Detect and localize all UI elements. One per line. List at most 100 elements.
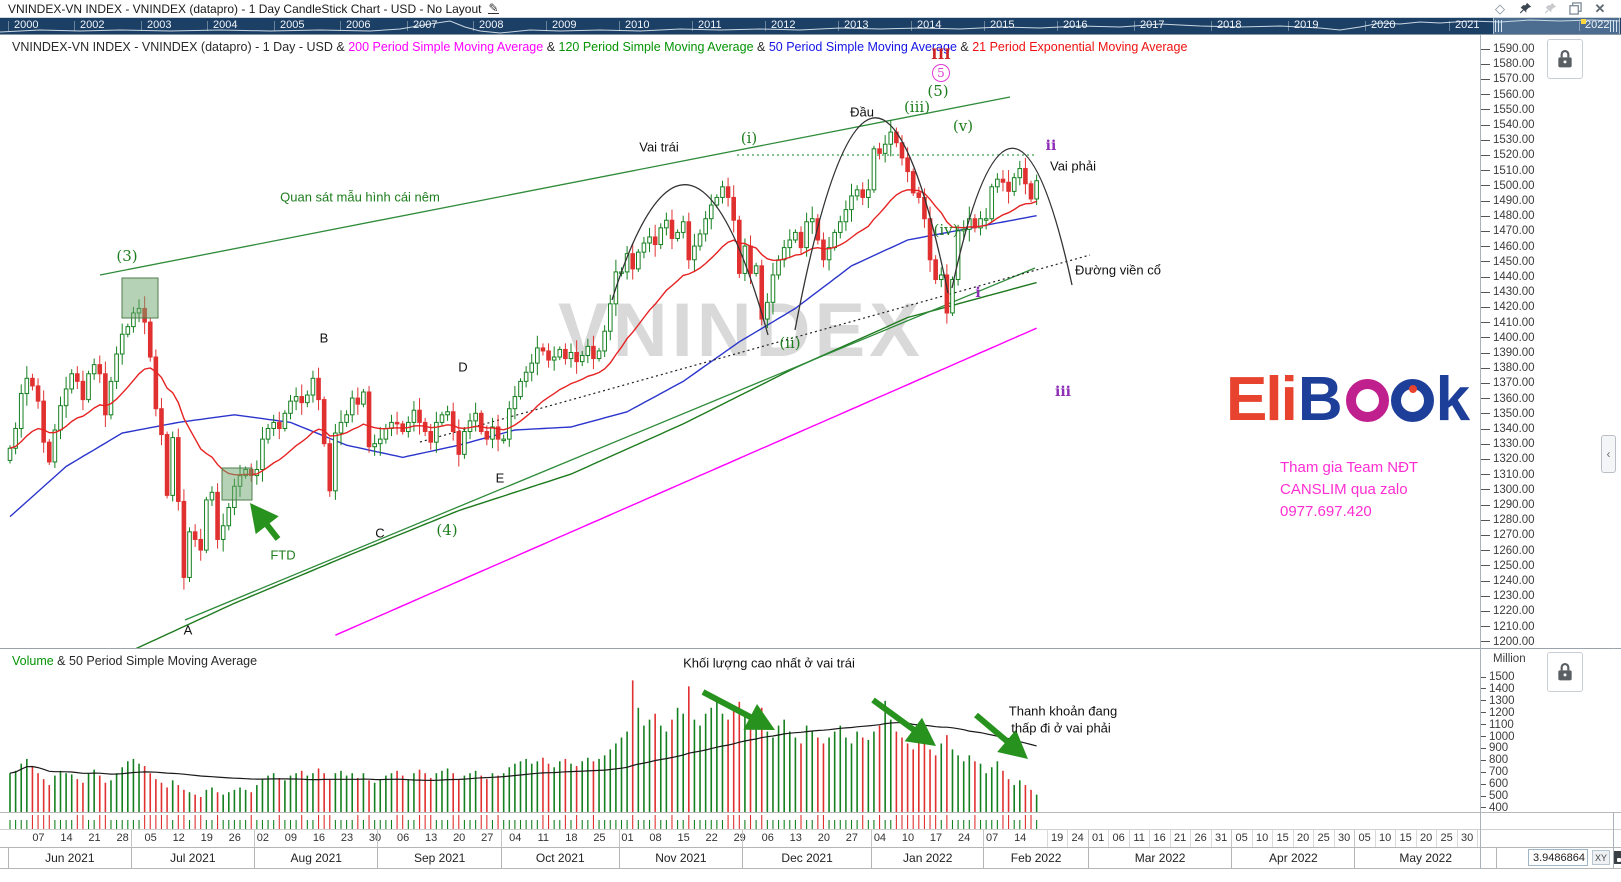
volume-arrow-1 bbox=[701, 689, 760, 724]
xy-axis-toggle[interactable]: XY bbox=[1592, 850, 1610, 865]
year-tick bbox=[911, 21, 912, 31]
price-axis-label: 1460.00 bbox=[1481, 241, 1535, 253]
day-label: 07 bbox=[986, 832, 999, 844]
annotation-letter: A bbox=[183, 622, 193, 638]
volume-annotation: thấp đi ở vai phải bbox=[1011, 720, 1111, 736]
edit-layout-icon[interactable]: ✎ bbox=[488, 1, 499, 15]
windows-icon[interactable] bbox=[1568, 2, 1582, 16]
volume-axis-label: 1500 bbox=[1481, 671, 1515, 683]
panel-collapse-handle[interactable]: ‹ bbox=[1601, 435, 1616, 473]
volume-title-segment: Volume bbox=[12, 654, 54, 668]
wedge-lower-trendline bbox=[184, 267, 1036, 621]
timeline-selection[interactable] bbox=[1493, 18, 1620, 34]
year-tick bbox=[1211, 21, 1212, 31]
future-label-separator bbox=[1477, 830, 1479, 847]
highlight-box-1 bbox=[121, 277, 159, 319]
volume-axis-label: 900 bbox=[1481, 742, 1508, 754]
timeline-navigator[interactable]: 2000 2002 2003 2004 2005 2006 2007 2008 2009 2010… bbox=[0, 18, 1621, 35]
day-label: 11 bbox=[537, 832, 550, 844]
year-tick bbox=[340, 21, 341, 31]
annotation-circle-magenta: 5 bbox=[932, 64, 950, 82]
volume-axis-label: 1200 bbox=[1481, 707, 1515, 719]
volume-axis-lock[interactable] bbox=[1547, 652, 1583, 692]
pin-disabled-icon-glyph bbox=[1544, 2, 1556, 14]
promo-line: Tham gia Team NĐT bbox=[1280, 459, 1419, 476]
annotation-wave-green: (ii) bbox=[779, 334, 801, 352]
pin-icon[interactable] bbox=[1518, 2, 1532, 16]
selection-left-grip[interactable] bbox=[1495, 20, 1503, 32]
ema21-line bbox=[9, 189, 1037, 476]
annotation-wave-green: (3) bbox=[116, 247, 138, 265]
day-label: 06 bbox=[761, 832, 774, 844]
pin-disabled-icon bbox=[1543, 2, 1557, 16]
future-label-separator bbox=[1436, 830, 1438, 847]
selection-right-grip[interactable] bbox=[1610, 20, 1618, 32]
day-label-future: 06 bbox=[1112, 832, 1125, 844]
price-chart-panel[interactable]: VNINDEX VNINDEX-VN INDEX - VNINDEX (data… bbox=[0, 35, 1621, 648]
price-axis-label: 1590.00 bbox=[1481, 43, 1535, 55]
month-boundary-separator bbox=[130, 830, 132, 847]
year-label-2020: 2020 bbox=[1371, 19, 1396, 31]
day-label: 18 bbox=[565, 832, 578, 844]
month-cell-Nov-2021: Nov 2021 bbox=[618, 848, 742, 868]
volume-axis-label: 600 bbox=[1481, 778, 1508, 790]
price-axis-label: 1470.00 bbox=[1481, 225, 1535, 237]
day-label-future: 15 bbox=[1399, 832, 1412, 844]
annotation-wave-green: (4) bbox=[436, 521, 458, 539]
day-label-future: 15 bbox=[1276, 832, 1289, 844]
day-label: 05 bbox=[144, 832, 157, 844]
timeline-sparkline bbox=[0, 19, 1621, 34]
future-label-separator bbox=[1190, 830, 1192, 847]
volume-sma50-line bbox=[9, 722, 1037, 782]
month-cell-Feb-2022: Feb 2022 bbox=[983, 848, 1088, 868]
sma200-line bbox=[335, 327, 1037, 636]
day-label: 15 bbox=[677, 832, 690, 844]
year-label-2004: 2004 bbox=[213, 19, 238, 31]
price-axis-label: 1540.00 bbox=[1481, 119, 1535, 131]
future-label-separator bbox=[1149, 830, 1151, 847]
year-tick bbox=[619, 21, 620, 31]
price-axis-label: 1320.00 bbox=[1481, 453, 1535, 465]
price-title-segment: 120 Period Simple Moving Average bbox=[558, 40, 754, 54]
month-axis-row[interactable]: 3.9486864 XY Jun 2021 Jul 2021 Aug 2021 Sep… bbox=[0, 848, 1621, 869]
price-axis-label: 1440.00 bbox=[1481, 271, 1535, 283]
year-label-2009: 2009 bbox=[552, 19, 577, 31]
price-axis-lock[interactable] bbox=[1547, 39, 1583, 79]
annotation-letter: E bbox=[495, 470, 505, 486]
volume-chart-canvas[interactable] bbox=[0, 649, 1480, 813]
footer-spacer bbox=[0, 869, 1621, 882]
price-axis-label: 1580.00 bbox=[1481, 58, 1535, 70]
close-icon[interactable]: ✕ bbox=[1594, 0, 1606, 16]
year-label-2005: 2005 bbox=[280, 19, 305, 31]
axis-lock-mini-icon[interactable] bbox=[1613, 851, 1621, 864]
day-label-future: 01 bbox=[1092, 832, 1105, 844]
day-axis-row[interactable]: 07 14 21 28 05 12 19 26 02 09 16 23 30 06 13 20 27 04 11 18… bbox=[0, 830, 1621, 848]
diamond-icon[interactable]: ◇ bbox=[1495, 0, 1505, 16]
annotation-note-green: Quan sát mẫu hình cái nêm bbox=[280, 189, 440, 205]
price-axis-label: 1510.00 bbox=[1481, 165, 1535, 177]
year-label-2006: 2006 bbox=[346, 19, 371, 31]
bar-spacing-value: 3.9486864 bbox=[1528, 849, 1588, 866]
logo-o-ring-navy bbox=[1390, 378, 1434, 422]
month-boundary-separator bbox=[618, 830, 620, 847]
price-chart-canvas[interactable] bbox=[0, 35, 1480, 648]
day-label-future: 31 bbox=[1215, 832, 1228, 844]
year-tick bbox=[74, 21, 75, 31]
day-label: 07 bbox=[32, 832, 45, 844]
promo-line: 0977.697.420 bbox=[1280, 503, 1372, 520]
year-tick bbox=[1288, 21, 1289, 31]
annotation-wave-green: (i) bbox=[740, 129, 758, 147]
price-axis-label: 1520.00 bbox=[1481, 149, 1535, 161]
year-tick bbox=[141, 21, 142, 31]
annotation-letter: D bbox=[458, 359, 468, 375]
day-label: 19 bbox=[200, 832, 213, 844]
annotation-wave-purple: iii bbox=[1055, 384, 1071, 400]
price-axis-label: 1210.00 bbox=[1481, 621, 1535, 633]
price-axis-label: 1240.00 bbox=[1481, 575, 1535, 587]
day-label: 01 bbox=[621, 832, 634, 844]
year-label-2016: 2016 bbox=[1063, 19, 1088, 31]
annotation-wave-green: (v) bbox=[952, 117, 974, 135]
price-axis[interactable]: 1590.00 1580.00 1570.00 1560.00 1550.00 1540.… bbox=[1480, 35, 1614, 648]
day-label: 08 bbox=[649, 832, 662, 844]
volume-panel[interactable]: Volume & 50 Period Simple Moving Average… bbox=[0, 648, 1621, 814]
